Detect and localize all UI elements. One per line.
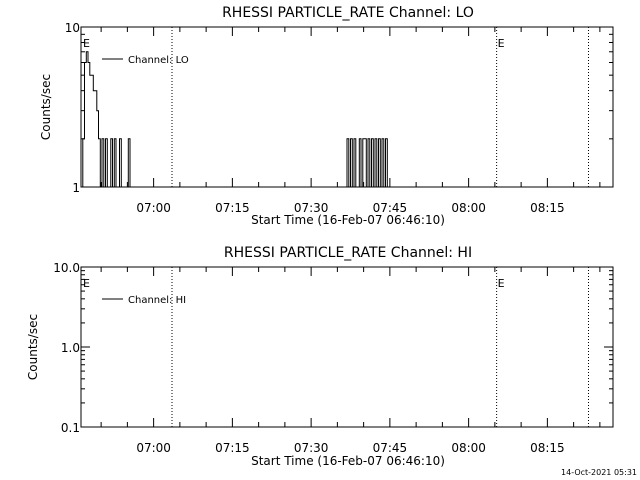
plot-frame <box>80 266 614 428</box>
x-tick-label: 07:15 <box>215 201 250 215</box>
legend-label: Channel: LO <box>128 55 189 66</box>
x-tick-label: 07:30 <box>294 441 329 455</box>
y-tick-label: 10 <box>65 21 80 35</box>
x-tick-label: 07:00 <box>136 441 171 455</box>
x-tick-label: 07:15 <box>215 441 250 455</box>
x-tick-label: 08:00 <box>451 201 486 215</box>
y-axis-label: Counts/sec <box>39 74 53 140</box>
start-marker-label: E <box>83 37 90 50</box>
x-tick-label: 07:30 <box>294 201 329 215</box>
start-marker-label: E <box>83 277 90 290</box>
footer-timestamp: 14-Oct-2021 05:31 <box>561 468 637 477</box>
y-tick-label: 10.0 <box>53 261 80 275</box>
chart-title: RHESSI PARTICLE_RATE Channel: HI <box>224 245 472 261</box>
x-tick-label: 07:45 <box>373 201 408 215</box>
y-tick-label: 1.0 <box>61 341 80 355</box>
legend-label: Channel: HI <box>128 295 186 306</box>
y-tick-label: 0.1 <box>61 421 80 435</box>
x-axis-label: Start Time (16-Feb-07 06:46:10) <box>251 454 445 468</box>
series-line-0 <box>81 51 389 188</box>
x-tick-label: 08:15 <box>530 201 565 215</box>
y-tick-label: 1 <box>72 181 80 195</box>
event-marker-label: E <box>498 37 505 50</box>
x-tick-label: 08:15 <box>530 441 565 455</box>
event-marker-label: E <box>498 277 505 290</box>
y-axis-label: Counts/sec <box>26 314 40 380</box>
x-tick-label: 07:00 <box>136 201 171 215</box>
x-tick-label: 07:45 <box>373 441 408 455</box>
chart-title: RHESSI PARTICLE_RATE Channel: LO <box>222 5 474 21</box>
x-axis-label: Start Time (16-Feb-07 06:46:10) <box>251 213 445 227</box>
x-tick-label: 08:00 <box>451 441 486 455</box>
